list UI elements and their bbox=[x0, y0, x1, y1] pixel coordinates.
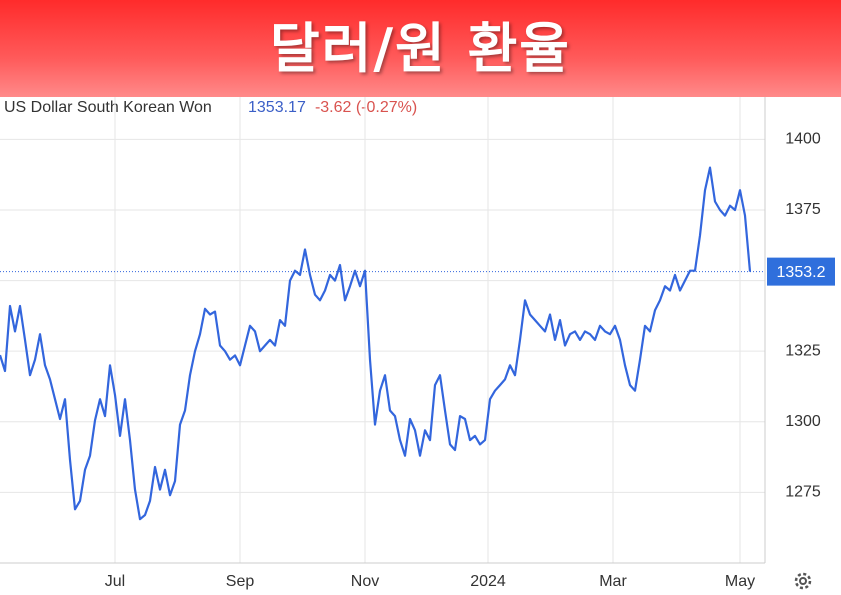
last-price-box bbox=[767, 257, 835, 286]
y-tick-label: 1300 bbox=[785, 413, 821, 430]
price-line bbox=[0, 166, 752, 521]
series-name: US Dollar South Korean Won bbox=[4, 99, 212, 116]
x-tick-label: May bbox=[725, 573, 755, 590]
x-tick-label: Jul bbox=[105, 573, 125, 590]
x-tick-label: Nov bbox=[351, 573, 379, 590]
change: -3.62 (-0.27%) bbox=[315, 99, 417, 116]
y-tick-label: 1375 bbox=[785, 201, 821, 218]
last-price: 1353.17 bbox=[248, 99, 306, 116]
x-tick-label: 2024 bbox=[470, 573, 506, 590]
title: 달러/원 환율 bbox=[270, 17, 571, 80]
settings-icon[interactable] bbox=[794, 572, 812, 590]
last-price-label: 1353.2 bbox=[777, 264, 826, 281]
y-tick-label: 1275 bbox=[785, 484, 821, 501]
y-tick-label: 1400 bbox=[785, 131, 821, 148]
header: 달러/원 환율 bbox=[0, 0, 841, 97]
y-tick-label: 1325 bbox=[785, 342, 821, 359]
x-tick-label: Mar bbox=[599, 573, 627, 590]
x-tick-label: Sep bbox=[226, 573, 255, 590]
